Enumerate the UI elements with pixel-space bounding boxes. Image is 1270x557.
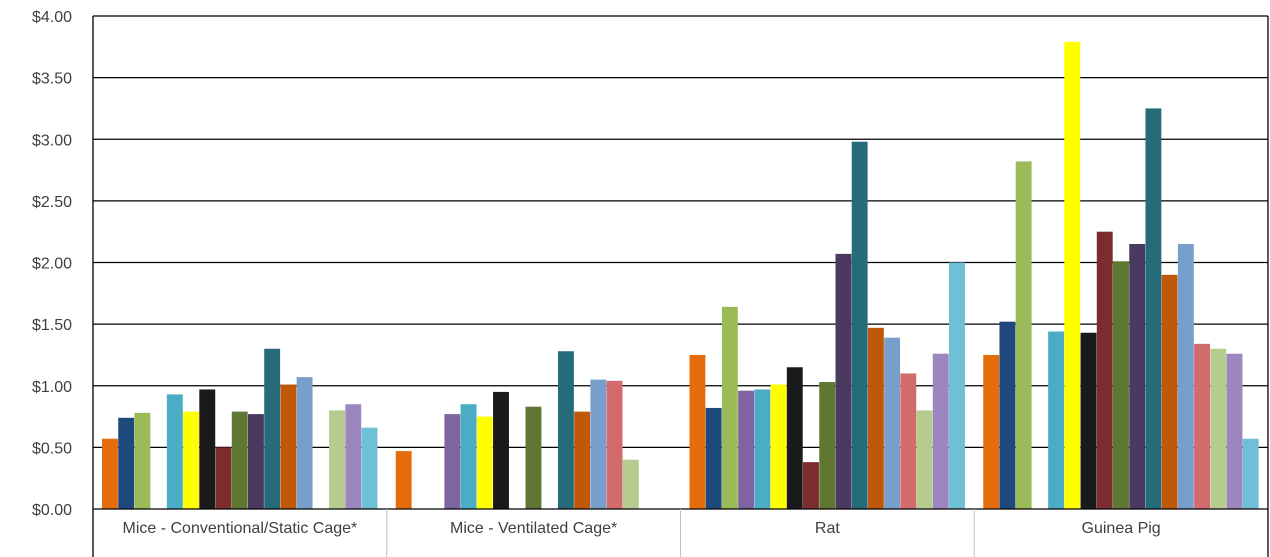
bar (476, 416, 493, 509)
bar (493, 391, 509, 509)
bar (1145, 108, 1162, 509)
bar (803, 462, 819, 509)
bar (867, 327, 884, 509)
y-tick-label: $3.00 (32, 132, 72, 149)
bar (574, 411, 591, 509)
bar (215, 447, 232, 510)
bar (606, 380, 623, 509)
bar (884, 337, 901, 509)
bar (247, 414, 264, 509)
bar (983, 354, 1000, 509)
y-tick-label: $0.00 (32, 502, 72, 519)
bar (949, 262, 965, 509)
category-labels: Mice - Conventional/Static Cage* Mice - V… (122, 520, 1160, 537)
y-tick-label: $1.50 (32, 317, 72, 334)
bar (1210, 348, 1227, 509)
bar (166, 394, 183, 509)
bar (1113, 261, 1129, 509)
y-tick-label: $4.00 (32, 9, 72, 26)
bar (557, 351, 574, 509)
bar (835, 253, 852, 509)
bar (851, 141, 868, 509)
category-label: Mice - Ventilated Cage* (450, 520, 617, 537)
category-label: Guinea Pig (1082, 520, 1161, 537)
y-tick-label: $0.50 (32, 440, 72, 457)
bar (1048, 331, 1065, 509)
bar (460, 404, 477, 509)
y-tick-label: $2.00 (32, 256, 72, 273)
bar (329, 410, 345, 509)
category-label: Rat (815, 520, 840, 537)
bar (622, 459, 639, 509)
bar (900, 373, 917, 509)
bar (296, 377, 313, 509)
bar (819, 382, 836, 509)
y-tick-label: $2.50 (32, 194, 72, 211)
bar (770, 384, 787, 509)
bar (231, 411, 248, 509)
bar (999, 321, 1016, 509)
bar (345, 404, 362, 509)
bar (1129, 244, 1146, 509)
category-label: Mice - Conventional/Static Cage* (122, 520, 357, 537)
bar (264, 348, 281, 509)
bar (1080, 332, 1097, 509)
bar (754, 389, 771, 509)
bar (916, 410, 933, 509)
bar (932, 353, 949, 509)
bar (721, 306, 738, 509)
bar (1015, 161, 1032, 509)
bar (1096, 231, 1113, 509)
axes (92, 16, 1269, 557)
bar (134, 412, 151, 509)
bar (280, 384, 297, 509)
bar (525, 406, 542, 509)
bar (1161, 274, 1178, 509)
bar (444, 414, 461, 509)
bar (705, 407, 722, 509)
bar (199, 389, 216, 509)
bar (1242, 438, 1259, 509)
bar (118, 417, 135, 509)
bars (102, 41, 1259, 510)
bar (1177, 244, 1194, 509)
bar (786, 367, 803, 509)
y-tick-label: $1.00 (32, 379, 72, 396)
y-tick-labels: $0.00 $0.50 $1.00 $1.50 $2.00 $2.50 $3.00 $3.50… (32, 9, 72, 519)
bar (738, 390, 755, 509)
bar (590, 379, 607, 509)
bar (361, 427, 378, 509)
bar (689, 354, 706, 509)
bar (395, 451, 412, 509)
bar (1194, 343, 1211, 509)
bar (102, 438, 118, 509)
bar (1064, 41, 1081, 509)
bar (1226, 353, 1243, 509)
y-tick-label: $3.50 (32, 71, 72, 88)
bar (183, 411, 199, 509)
